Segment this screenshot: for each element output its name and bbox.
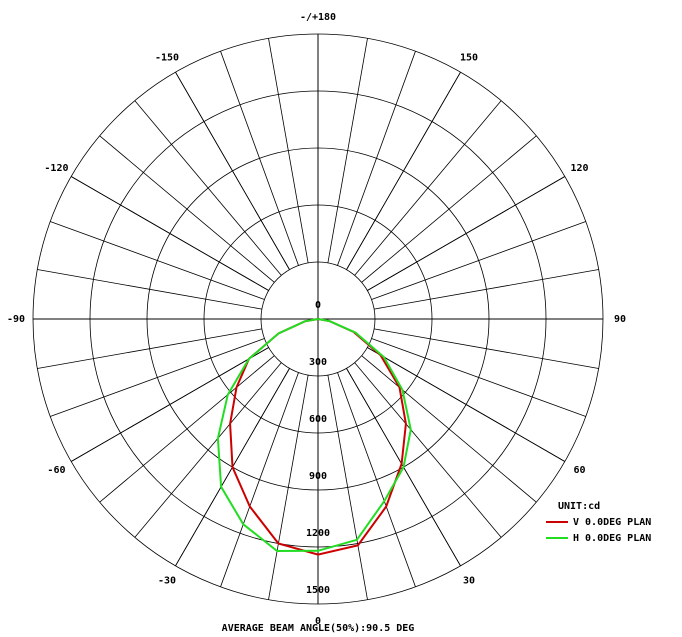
footer: AVERAGE BEAM ANGLE(50%):90.5 DEG <box>222 623 415 634</box>
angle-tick-label: -120 <box>44 163 68 174</box>
legend-label: V 0.0DEG PLAN <box>573 517 651 528</box>
angle-tick-label: 60 <box>574 465 586 476</box>
angle-grid-line <box>346 71 461 270</box>
angle-tick-label: -60 <box>47 465 65 476</box>
angle-grid-line <box>367 347 566 462</box>
angle-tick-label: 30 <box>463 576 475 587</box>
r-tick-label: 300 <box>309 357 327 368</box>
angle-grid-line <box>367 176 566 291</box>
series-line <box>216 318 412 553</box>
angle-tick-label: 0 <box>315 616 321 627</box>
angle-tick-label: -/+180 <box>300 12 336 23</box>
unit-label: UNIT:cd <box>558 501 600 512</box>
r-tick-label: 0 <box>315 300 321 311</box>
angle-tick-label: -90 <box>7 314 25 325</box>
angle-tick-label: -30 <box>158 576 176 587</box>
angle-tick-label: 150 <box>460 52 478 63</box>
angle-grid-line <box>175 71 290 270</box>
angle-grid-line <box>70 347 269 462</box>
angle-tick-label: -150 <box>155 52 179 63</box>
angle-tick-label: 90 <box>614 314 626 325</box>
angle-grid-line <box>70 176 269 291</box>
legend-label: H 0.0DEG PLAN <box>573 533 651 544</box>
angle-tick-label: 120 <box>571 163 589 174</box>
